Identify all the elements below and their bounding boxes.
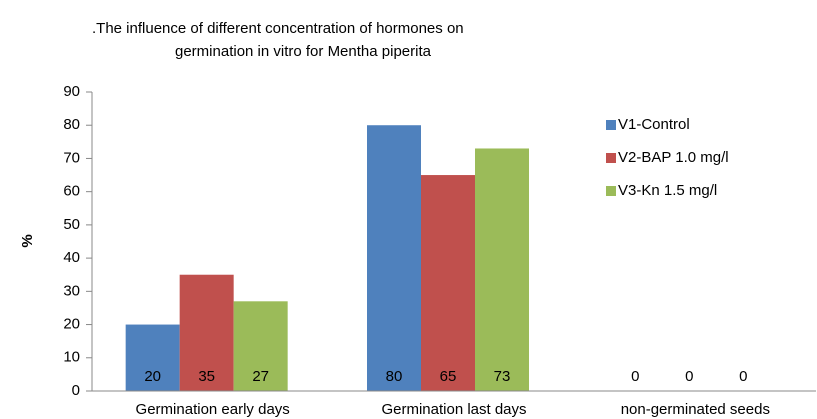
- data-label: 27: [252, 368, 269, 385]
- y-tick-label: 60: [63, 183, 80, 200]
- x-tick-label: Germination early days: [136, 401, 290, 418]
- y-tick-label: 10: [63, 349, 80, 366]
- legend-label: V3-Kn 1.5 mg/l: [618, 182, 717, 199]
- data-label: 65: [440, 368, 457, 385]
- bar: [367, 125, 421, 391]
- legend-swatch: [606, 120, 616, 130]
- bar: [179, 274, 234, 391]
- y-tick-label: 20: [63, 316, 80, 333]
- data-label: 20: [144, 368, 161, 385]
- y-tick-label: 70: [63, 149, 80, 166]
- x-tick-label: Germination last days: [381, 401, 526, 418]
- legend-swatch: [606, 153, 616, 163]
- y-tick-label: 50: [63, 216, 80, 233]
- data-label: 0: [739, 368, 747, 385]
- y-axis-label: %: [19, 234, 36, 247]
- chart-title: .The influence of different concentratio…: [92, 20, 464, 37]
- bar: [233, 301, 288, 391]
- bar: [475, 148, 529, 391]
- data-label: 80: [386, 368, 403, 385]
- legend-swatch: [606, 186, 616, 196]
- data-label: 0: [685, 368, 693, 385]
- data-label: 73: [494, 368, 511, 385]
- y-tick-label: 30: [63, 282, 80, 299]
- data-label: 35: [198, 368, 215, 385]
- legend-label: V1-Control: [618, 116, 690, 133]
- data-label: 0: [631, 368, 639, 385]
- y-tick-label: 90: [63, 83, 80, 100]
- legend-label: V2-BAP 1.0 mg/l: [618, 149, 729, 166]
- bar: [125, 324, 180, 391]
- y-tick-label: 40: [63, 249, 80, 266]
- chart-title: germination in vitro for Mentha piperita: [175, 43, 432, 60]
- y-tick-label: 80: [63, 116, 80, 133]
- x-tick-label: non-germinated seeds: [621, 401, 770, 418]
- y-tick-label: 0: [72, 382, 80, 399]
- bar: [421, 175, 475, 391]
